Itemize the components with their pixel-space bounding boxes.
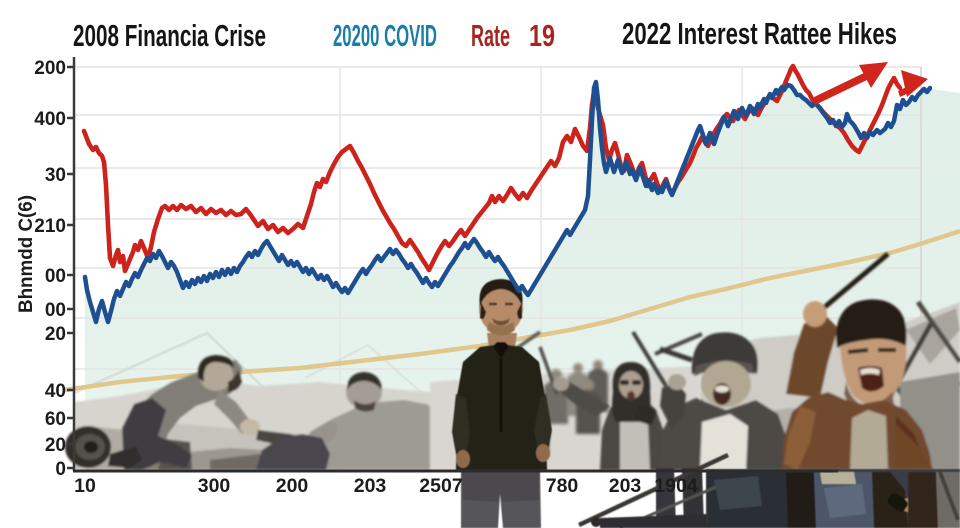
- svg-text:20200 COVID: 20200 COVID: [333, 18, 437, 53]
- svg-text:00: 00: [45, 300, 66, 321]
- svg-text:300: 300: [198, 475, 231, 497]
- svg-text:00: 00: [45, 266, 66, 287]
- svg-text:20: 20: [45, 324, 66, 345]
- svg-text:30: 30: [45, 165, 66, 186]
- svg-text:19: 19: [529, 18, 555, 53]
- svg-text:200: 200: [276, 475, 309, 497]
- svg-text:Rate: Rate: [471, 18, 510, 53]
- svg-text:2008 Financia Crise: 2008 Financia Crise: [73, 18, 266, 53]
- svg-text:60: 60: [45, 409, 66, 430]
- svg-text:0: 0: [55, 459, 66, 480]
- svg-text:2507: 2507: [419, 475, 462, 497]
- svg-text:200: 200: [34, 58, 66, 79]
- svg-text:20: 20: [45, 435, 66, 456]
- svg-text:203: 203: [609, 475, 642, 497]
- svg-text:2022 Interest Rattee Hikes: 2022 Interest Rattee Hikes: [622, 16, 897, 51]
- svg-text:780: 780: [546, 475, 579, 497]
- svg-text:10: 10: [74, 475, 96, 497]
- svg-text:203: 203: [354, 475, 387, 497]
- svg-text:Bhnmdd C(6): Bhnmdd C(6): [16, 195, 37, 313]
- svg-text:400: 400: [34, 109, 66, 130]
- svg-text:1904: 1904: [654, 475, 698, 497]
- svg-text:40: 40: [45, 381, 66, 402]
- svg-text:210: 210: [34, 216, 66, 237]
